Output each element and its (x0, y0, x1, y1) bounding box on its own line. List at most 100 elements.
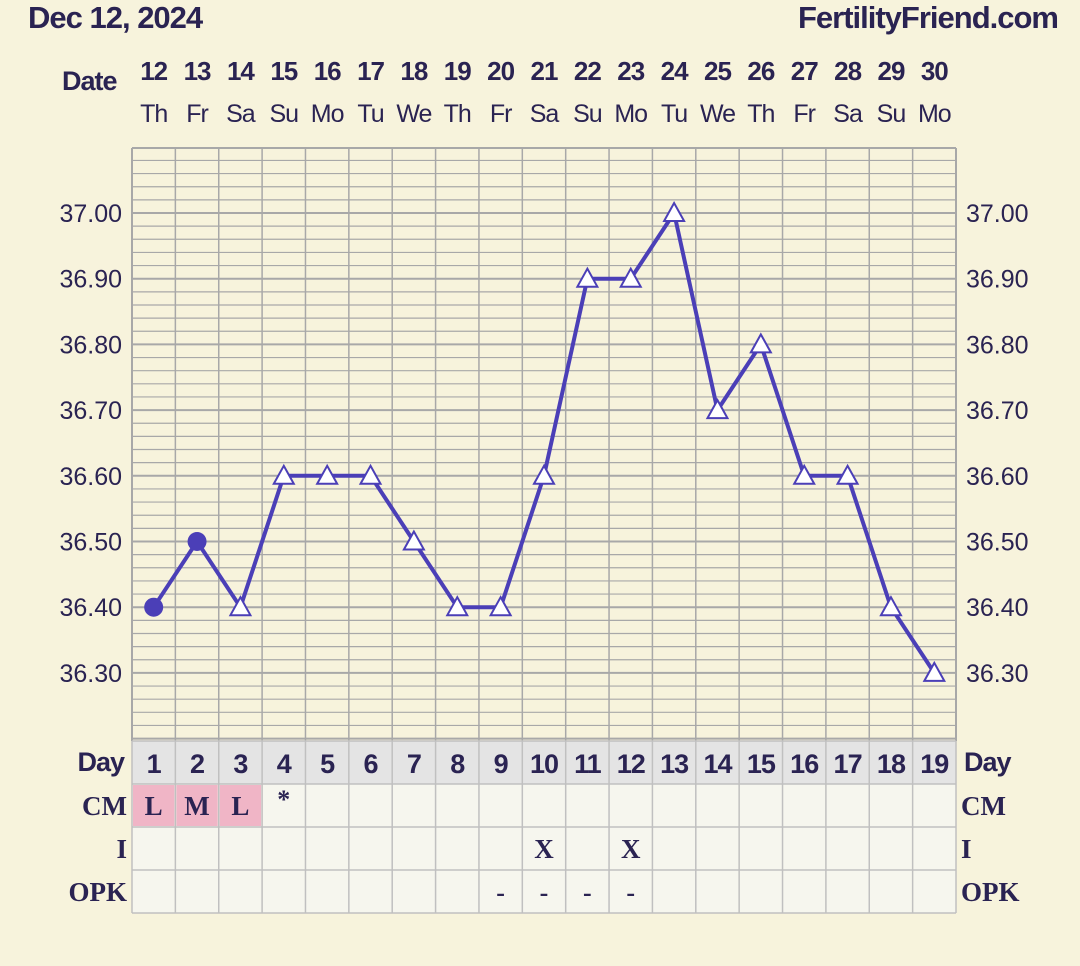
temperature-point-triangle (879, 595, 903, 617)
temperature-point-triangle (619, 266, 643, 288)
day-number: 7 (407, 749, 421, 779)
day-number: 5 (320, 749, 335, 779)
y-tick-label-left: 36.90 (59, 266, 122, 294)
temperature-point-triangle (272, 463, 296, 485)
day-number: 11 (574, 749, 602, 779)
table-cell-value: L (145, 791, 163, 821)
y-tick-label-right: 37.00 (966, 200, 1029, 228)
date-label: 30 (921, 56, 948, 86)
weekday-label: Mo (918, 100, 951, 128)
day-number: 16 (790, 749, 819, 779)
y-tick-label-right: 36.80 (966, 331, 1029, 359)
table-cell-value: * (277, 785, 290, 814)
weekday-label: We (700, 100, 735, 128)
weekday-label: Mo (311, 100, 344, 128)
day-number: 15 (747, 749, 776, 779)
weekday-label: We (396, 100, 431, 128)
day-number: 8 (450, 749, 465, 779)
temperature-point-dot (187, 532, 207, 551)
temperature-point-triangle (445, 595, 469, 617)
date-row-label: Date (62, 66, 118, 96)
weekday-label: Fr (793, 100, 815, 128)
day-number: 10 (530, 749, 558, 779)
weekday-label: Fr (490, 100, 512, 128)
date-label: 28 (834, 56, 861, 86)
table-cell-value: - (626, 878, 635, 907)
date-label: 14 (227, 56, 255, 86)
table-cell-value: X (621, 834, 641, 864)
weekday-label: Th (444, 100, 471, 128)
y-tick-label-left: 36.50 (59, 529, 122, 557)
date-label: 21 (531, 56, 558, 86)
temperature-point-triangle (662, 200, 686, 222)
temperature-point-triangle (315, 463, 339, 485)
weekday-label: Fr (186, 100, 208, 128)
date-label: 16 (314, 56, 341, 86)
date-label: 20 (487, 56, 514, 86)
day-number: 13 (660, 749, 689, 779)
day-number: 6 (364, 749, 379, 779)
temperature-point-triangle (922, 660, 947, 682)
y-tick-label-left: 36.40 (59, 594, 122, 622)
day-number: 12 (617, 749, 645, 779)
day-number: 19 (920, 749, 949, 779)
y-tick-label-right: 36.90 (966, 266, 1029, 294)
date-label: 18 (400, 56, 427, 86)
date-label: 26 (747, 56, 774, 86)
y-tick-label-left: 37.00 (59, 200, 122, 228)
temperature-point-triangle (358, 463, 383, 485)
date-label: 19 (444, 56, 471, 86)
weekday-label: Su (877, 100, 906, 128)
weekday-label: Sa (226, 100, 256, 128)
weekday-label: Sa (530, 100, 560, 128)
weekday-label: Tu (661, 100, 687, 128)
table-cell-value: L (231, 791, 249, 821)
row-label-right: OPK (961, 877, 1020, 907)
date-label: 13 (184, 56, 211, 86)
day-number: 3 (233, 749, 248, 779)
date-label: 23 (617, 56, 644, 86)
day-number: 14 (703, 749, 732, 779)
day-number: 17 (834, 749, 862, 779)
y-tick-label-left: 36.80 (59, 331, 122, 359)
row-label-left: CM (82, 791, 127, 821)
cm-highlight-cell (133, 785, 175, 826)
table-row-bg (132, 784, 956, 827)
row-label-left: OPK (69, 877, 128, 907)
weekday-label: Su (573, 100, 602, 128)
day-number: 4 (277, 749, 292, 779)
weekday-label: Th (140, 100, 167, 128)
temperature-point-triangle (228, 595, 253, 617)
temperature-point-triangle (575, 266, 600, 288)
day-number: 1 (147, 749, 162, 779)
brand-name: FertilityFriend.com (797, 0, 1059, 35)
cm-highlight-cell (219, 785, 262, 826)
day-number: 9 (494, 749, 509, 779)
row-label-left: I (116, 834, 127, 864)
weekday-label: Tu (357, 100, 383, 128)
y-tick-label-right: 36.60 (966, 463, 1029, 491)
temperature-point-triangle (705, 398, 730, 420)
weekday-label: Su (269, 100, 298, 128)
table-row-bg (132, 870, 956, 913)
temperature-point-triangle (488, 595, 513, 617)
date-label: 29 (877, 56, 904, 86)
y-tick-label-right: 36.70 (966, 397, 1029, 425)
y-tick-label-right: 36.50 (966, 529, 1029, 557)
temperature-point-triangle (792, 463, 816, 485)
temperature-point-triangle (749, 332, 773, 354)
day-row-label-left: Day (77, 747, 125, 777)
table-cell-value: - (583, 878, 592, 907)
day-number: 18 (877, 749, 906, 779)
weekday-label: Th (747, 100, 774, 128)
date-label: 22 (574, 56, 601, 86)
day-row-bg (132, 741, 956, 784)
table-cell-value: - (540, 878, 549, 907)
cm-highlight-cell (176, 785, 218, 826)
temperature-point-triangle (835, 463, 860, 485)
day-number: 2 (190, 749, 204, 779)
date-label: 24 (661, 56, 689, 86)
chart-start-date: Dec 12, 2024 (28, 0, 203, 35)
y-tick-label-right: 36.40 (966, 594, 1029, 622)
